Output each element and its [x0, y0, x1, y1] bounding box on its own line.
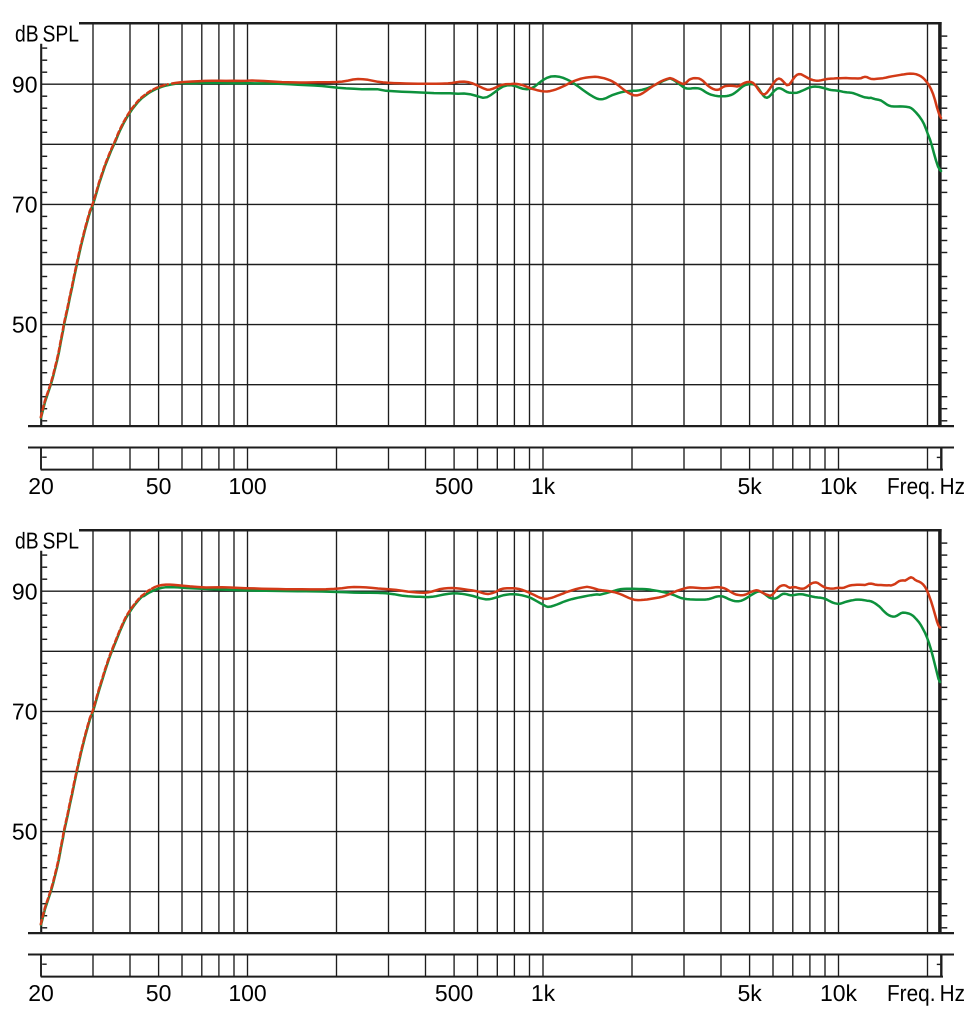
- svg-text:90: 90: [12, 578, 38, 604]
- svg-text:Freq. Hz: Freq. Hz: [887, 980, 965, 1006]
- svg-text:20: 20: [28, 980, 54, 1006]
- svg-text:5k: 5k: [737, 980, 762, 1006]
- svg-text:5k: 5k: [737, 473, 762, 499]
- svg-text:20: 20: [28, 473, 54, 499]
- svg-text:70: 70: [12, 699, 38, 725]
- svg-text:70: 70: [12, 192, 38, 218]
- svg-text:50: 50: [146, 473, 172, 499]
- svg-text:90: 90: [12, 71, 38, 97]
- svg-text:50: 50: [12, 819, 38, 845]
- svg-text:100: 100: [228, 473, 266, 499]
- svg-text:dB SPL: dB SPL: [15, 527, 79, 553]
- svg-text:10k: 10k: [820, 473, 858, 499]
- svg-text:Freq. Hz: Freq. Hz: [887, 473, 965, 499]
- svg-text:1k: 1k: [531, 473, 556, 499]
- svg-text:10k: 10k: [820, 980, 858, 1006]
- svg-text:dB SPL: dB SPL: [15, 20, 79, 46]
- svg-text:50: 50: [12, 312, 38, 338]
- svg-text:50: 50: [146, 980, 172, 1006]
- svg-text:1k: 1k: [531, 980, 556, 1006]
- svg-text:100: 100: [228, 980, 266, 1006]
- svg-text:500: 500: [435, 473, 473, 499]
- svg-text:500: 500: [435, 980, 473, 1006]
